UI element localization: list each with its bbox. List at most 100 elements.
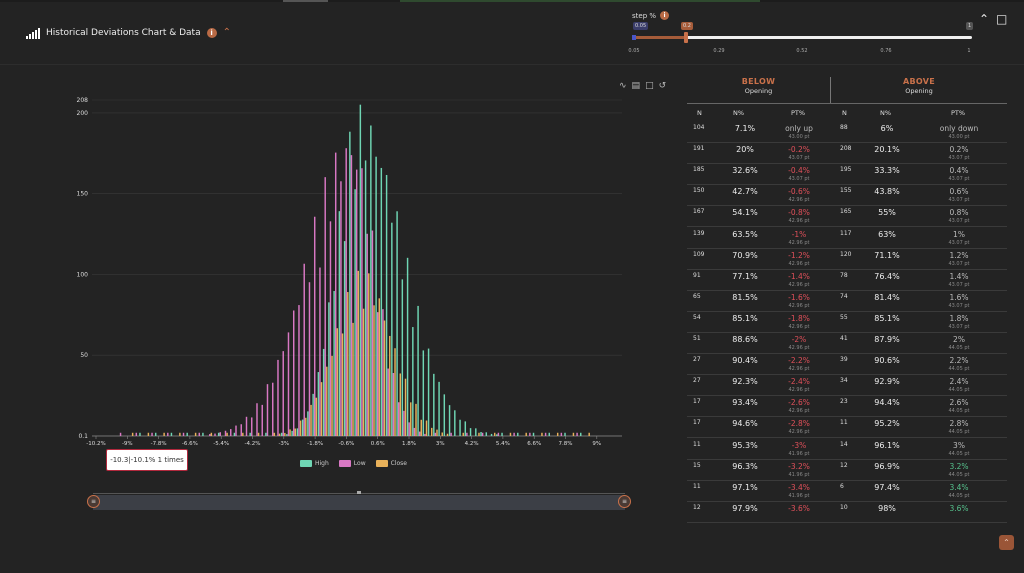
x-tick-label: -9% [122, 441, 133, 447]
bar-low [340, 181, 342, 436]
above-pt-cell: 2.4% 44.05 pt [919, 377, 999, 393]
info-icon[interactable]: i [206, 28, 217, 38]
table-row: 191 20% -0.2% 43.07 pt 208 20.1% 0.2% 43.07 pt [687, 142, 1007, 165]
x-tick-label: 0.6% [371, 441, 385, 447]
bar-close [163, 432, 165, 436]
above-pt-cell: 0.6% 43.07 pt [919, 187, 999, 203]
bar-high [380, 167, 383, 436]
below-subtitle: Opening [744, 87, 773, 95]
col-header: N% [733, 109, 745, 117]
below-pt-sub: 42.96 pt [788, 260, 810, 267]
above-pt-value: 1% [953, 229, 965, 239]
above-pt-value: 3.6% [949, 503, 969, 513]
restore-icon[interactable]: ↺ [658, 81, 667, 91]
above-group-header: ABOVE Opening [831, 77, 1007, 95]
bar-low [135, 432, 138, 436]
exit-fullscreen-icon[interactable]: □ [996, 12, 1008, 26]
step-max-badge: 1 [966, 22, 974, 30]
above-pt-value: 2% [953, 335, 965, 344]
bar-close [493, 432, 496, 436]
above-title: ABOVE [902, 77, 936, 86]
bar-close [289, 429, 291, 436]
below-count: 27 [693, 377, 701, 385]
table-row: 15 96.3% -3.2% 41.96 pt 12 96.9% 3.2% 44.05 pt [687, 459, 1007, 481]
below-count: 150 [693, 187, 705, 195]
below-pt-value: -3.6% [788, 503, 810, 513]
bar-close [273, 432, 276, 436]
bar-close [352, 322, 354, 436]
bar-high [296, 428, 299, 436]
bar-close [556, 432, 559, 436]
legend-item-low[interactable]: Low [338, 460, 366, 467]
above-count: 74 [840, 292, 848, 300]
below-pt-value: -2% [791, 335, 807, 344]
chart-toolbox: ∿ ▤ □ ↺ [619, 81, 666, 91]
above-percent: 43.8% [874, 187, 900, 197]
bar-high [401, 279, 404, 436]
bar-close [257, 432, 260, 436]
table-row: 65 81.5% -1.6% 42.96 pt 74 81.4% 1.6% 43.07 pt [687, 290, 1007, 312]
zoom-grip[interactable] [357, 491, 361, 494]
step-slider[interactable]: step % i 0.05 0.2 1 0.05 0.29 0.52 0.76 … [628, 11, 977, 59]
bar-close [310, 404, 312, 436]
bar-low [303, 263, 305, 436]
step-thumb[interactable] [683, 32, 688, 43]
bar-high [354, 189, 356, 436]
bar-low [261, 404, 263, 436]
bar-high [322, 348, 325, 436]
zoom-start-handle[interactable]: ≡ [87, 495, 100, 508]
bar-high [139, 432, 141, 436]
panel-header: Historical Deviations Chart & Data i ⌃ [26, 24, 231, 42]
collapse-up-icon[interactable]: ⌃ [979, 12, 990, 26]
y-tick-label: 208 [77, 97, 89, 104]
step-info-icon[interactable]: i [660, 11, 670, 20]
bar-chart-icon[interactable]: ▤ [631, 81, 641, 91]
legend-item-close[interactable]: Close [375, 460, 407, 467]
table-row: 11 95.3% -3% 41.96 pt 14 96.1% 3% 44.05 pt [687, 438, 1007, 460]
step-tick: 0.52 [796, 48, 808, 54]
bar-high [406, 257, 409, 436]
step-tick: 0.05 [628, 48, 640, 54]
above-pt-sub: 44.05 pt [948, 345, 970, 351]
below-pt-value: -2.8% [788, 419, 810, 429]
x-tick-label: -1.8% [307, 441, 323, 447]
bar-high [364, 160, 367, 436]
above-percent: 95.2% [874, 419, 900, 429]
bar-close [357, 270, 360, 436]
bar-low [319, 267, 321, 436]
x-tick-label: -5.4% [213, 441, 229, 447]
zoom-range-bar[interactable] [93, 495, 625, 510]
step-label-text: step % [632, 11, 657, 20]
step-track[interactable] [632, 32, 972, 43]
below-pt-cell: -0.8% 42.96 pt [769, 208, 829, 224]
above-pt-sub: 44.05 pt [948, 429, 970, 436]
crop-icon[interactable]: □ [645, 81, 654, 91]
below-pt-sub: 42.96 pt [788, 345, 810, 351]
above-pt-sub: 44.05 pt [948, 450, 970, 457]
below-pt-cell: -2.6% 42.96 pt [769, 398, 829, 414]
scroll-top-button[interactable]: ⌃ [999, 535, 1014, 550]
zoom-end-handle[interactable]: ≡ [618, 495, 631, 508]
bar-close [462, 432, 464, 436]
bar-low [529, 432, 531, 436]
legend-item-high[interactable]: High [300, 460, 329, 467]
below-percent: 63.5% [732, 229, 758, 239]
above-percent: 6% [880, 124, 894, 133]
above-count: 34 [840, 377, 848, 385]
x-tick-label: -7.8% [151, 441, 167, 447]
below-pt-value: only up [785, 124, 813, 133]
step-tick: 0.29 [713, 48, 725, 54]
table-row: 17 93.4% -2.6% 42.96 pt 23 94.4% 2.6% 44.05 pt [687, 395, 1007, 418]
above-pt-value: only down [939, 124, 979, 133]
step-track-start [632, 35, 636, 40]
bar-close [383, 320, 386, 436]
above-pt-cell: 3.2% 44.05 pt [919, 462, 999, 478]
chevron-up-icon[interactable]: ⌃ [222, 27, 231, 38]
line-chart-icon[interactable]: ∿ [619, 81, 627, 91]
above-pt-value: 1.8% [949, 313, 969, 323]
group-separator [830, 77, 831, 103]
above-pt-sub: 43.07 pt [948, 302, 970, 309]
below-group-header: BELOW Opening [687, 77, 830, 95]
above-pt-sub: 44.05 pt [948, 471, 970, 478]
bar-low [513, 432, 515, 436]
